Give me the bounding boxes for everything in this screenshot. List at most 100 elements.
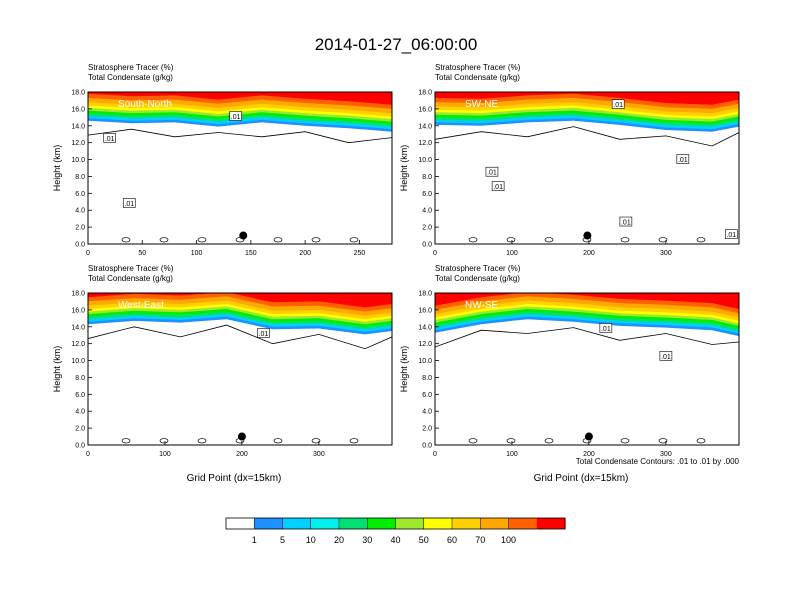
condensate-contour (349, 438, 359, 444)
contour-label-text: .01 (726, 232, 736, 239)
panel-label: West-East (118, 300, 164, 311)
colorbar-swatch (536, 518, 566, 529)
colorbar-level-label: 1 (252, 535, 257, 545)
x-tick-label: 100 (191, 250, 203, 257)
tracer-band (435, 293, 739, 309)
condensate-contour (197, 237, 207, 243)
contour-label-text: .01 (621, 220, 631, 227)
y-tick-label: 14.0 (71, 324, 85, 331)
condensate-contour (349, 237, 359, 243)
condensate-contour (658, 438, 668, 444)
y-tick-label: 4.0 (422, 208, 432, 215)
contour-label-text: .01 (601, 326, 611, 333)
panel-label: South-North (118, 99, 172, 110)
panel-header-line: Total Condensate (g/kg) (435, 73, 520, 82)
y-tick-label: 0.0 (422, 242, 432, 249)
condensate-contour (435, 126, 739, 147)
contour-label-text: .01 (124, 201, 134, 208)
contour-label-text: .01 (105, 136, 115, 143)
plot-frame (434, 292, 740, 446)
y-axis-label: Height (km) (399, 346, 409, 393)
contour-label: .01 (599, 323, 613, 333)
colorbar-swatch (508, 518, 538, 529)
condensate-contour (88, 128, 392, 144)
condensate-contour (696, 438, 706, 444)
panel-header-line: Stratosphere Tracer (%) (88, 264, 174, 273)
tracer-band (88, 293, 392, 308)
y-tick-label: 12.0 (71, 140, 85, 147)
panel-south-north: Stratosphere Tracer (%)Total Condensate … (52, 63, 393, 257)
colorbar-swatch (367, 518, 397, 529)
x-tick-label: 50 (138, 250, 146, 257)
y-tick-label: 12.0 (418, 341, 432, 348)
contour-label-text: .01 (231, 114, 241, 121)
x-tick-label: 0 (433, 250, 437, 257)
y-tick-label: 2.0 (75, 225, 85, 232)
y-tick-label: 2.0 (422, 225, 432, 232)
x-tick-label: 0 (86, 250, 90, 257)
y-tick-label: 16.0 (418, 106, 432, 113)
contour-label-text: .01 (678, 157, 688, 164)
contour-label: .01 (257, 328, 270, 338)
contour-label-box (611, 99, 625, 109)
y-tick-label: 8.0 (422, 174, 432, 181)
y-tick-label: 6.0 (422, 392, 432, 399)
y-tick-label: 0.0 (75, 443, 85, 450)
x-tick-label: 200 (583, 451, 595, 458)
panel-header-line: Total Condensate (g/kg) (88, 73, 173, 82)
panel-label: NW-SE (465, 300, 498, 311)
x-tick-label: 0 (433, 451, 437, 458)
contour-label: .01 (619, 216, 633, 227)
y-tick-label: 4.0 (75, 409, 85, 416)
panel-header-line: Total Condensate (g/kg) (88, 274, 173, 283)
y-tick-label: 10.0 (418, 358, 432, 365)
x-tick-label: 100 (506, 451, 518, 458)
x-axis-label: Grid Point (dx=15km) (534, 473, 629, 484)
plot-frame (87, 91, 393, 245)
plot-area: .01 .01 .01 South-North (88, 92, 392, 244)
colorbar-swatch (339, 518, 368, 529)
y-tick-label: 10.0 (71, 358, 85, 365)
plot-frame (87, 292, 393, 446)
y-tick-label: 14.0 (418, 324, 432, 331)
y-tick-label: 6.0 (422, 191, 432, 198)
contour-label-box (491, 181, 505, 191)
contour-label: .01 (122, 198, 136, 208)
condensate-contour (468, 438, 478, 444)
x-tick-label: 100 (506, 250, 518, 257)
condensate-contour (197, 438, 207, 444)
x-tick-label: 200 (299, 250, 311, 257)
condensate-contour (696, 237, 706, 243)
contour-label-box (257, 328, 270, 338)
condensate-contour (159, 237, 169, 243)
colorbar-level-label: 5 (280, 535, 285, 545)
y-tick-label: 14.0 (71, 123, 85, 130)
contour-label-box (599, 323, 613, 333)
condensate-contour (273, 237, 283, 243)
contour-label-text: .01 (661, 354, 671, 361)
y-tick-label: 8.0 (75, 174, 85, 181)
condensate-contour (468, 237, 478, 243)
contour-label: .01 (229, 111, 242, 121)
condensate-contour (544, 438, 554, 444)
condensate-contour (311, 438, 321, 444)
condensate-contour (506, 438, 516, 444)
location-marker (584, 432, 593, 441)
y-tick-label: 6.0 (75, 191, 85, 198)
condensate-contour (88, 324, 392, 350)
colorbar-level-label: 50 (419, 535, 429, 545)
contour-label: .01 (725, 229, 738, 239)
x-tick-label: 100 (159, 451, 171, 458)
colorbar-swatch (226, 518, 255, 529)
x-tick-label: 300 (660, 250, 672, 257)
y-axis-label: Height (km) (52, 346, 62, 393)
panel-west-east: Stratosphere Tracer (%)Total Condensate … (52, 264, 393, 484)
panel-header-line: Stratosphere Tracer (%) (435, 63, 521, 72)
contour-label-text: .01 (259, 331, 269, 338)
plot-area: .01 .01 .01 .01 .01 .01 SW-NE (435, 92, 739, 244)
y-tick-label: 8.0 (75, 375, 85, 382)
colorbar-swatch (254, 518, 284, 529)
contour-label-text: .01 (493, 184, 503, 191)
contour-label-box (676, 154, 690, 164)
